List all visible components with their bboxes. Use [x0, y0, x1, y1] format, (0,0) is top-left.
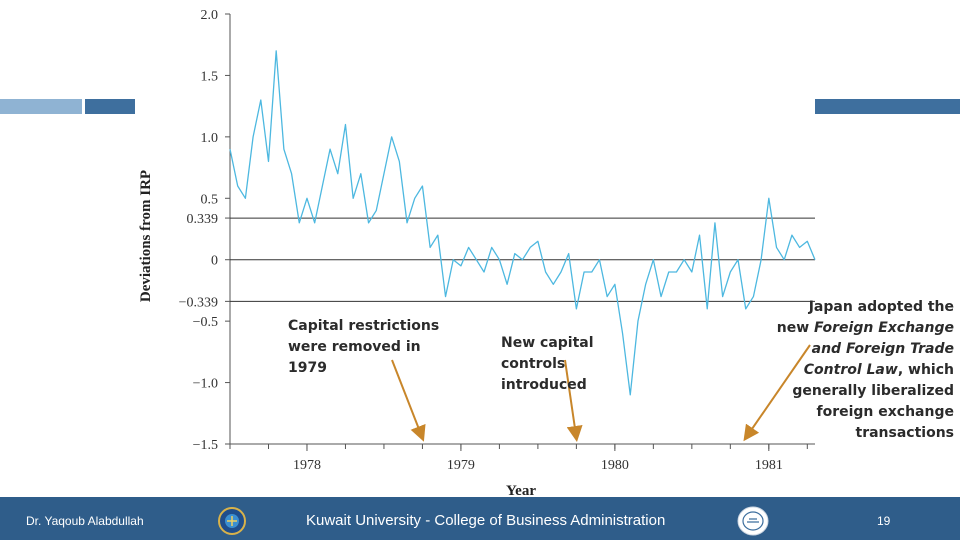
institution-name: Kuwait University - College of Business … [306, 512, 666, 529]
annotation-arrow [743, 344, 811, 442]
x-tick-label: 1979 [447, 458, 475, 473]
y-tick-label: −1.0 [193, 377, 218, 392]
annotation-line: were removed in [288, 339, 421, 355]
annotation-japan-law: Japan adopted the new Foreign Exchange a… [777, 297, 954, 444]
college-logo-icon [218, 507, 246, 535]
annotation-line: Capital restrictions [288, 318, 440, 334]
annotation-new-capital-controls: New capital controls introduced [501, 333, 594, 396]
x-axis: 1978 1979 1980 1981 [229, 443, 815, 473]
footer-bar: Dr. Yaqoub Alabdullah Kuwait University … [0, 497, 960, 540]
accent-bar-dark-left [85, 99, 135, 114]
y-tick-label: −0.5 [193, 315, 218, 330]
x-tick-label: 1980 [601, 458, 629, 473]
y-tick-label: −0.339 [179, 295, 218, 310]
annotation-emphasis: and Foreign Trade [811, 341, 954, 357]
annotation-arrow [564, 359, 583, 442]
author-name: Dr. Yaqoub Alabdullah [26, 514, 144, 528]
y-tick-label: 0.339 [187, 212, 219, 227]
annotation-line: Control Law, which [777, 360, 954, 381]
y-tick-label: 2.0 [201, 8, 219, 23]
x-tick-label: 1978 [293, 458, 321, 473]
annotation-line: generally liberalized [792, 383, 954, 399]
series-line [229, 50, 816, 396]
page-number: 19 [877, 514, 891, 528]
annotation-capital-restrictions: Capital restrictions were removed in 197… [288, 316, 439, 379]
y-axis: 2.0 1.5 1.0 0.5 0.339 0 −0.339 −0.5 −1.0 −1.5 [179, 8, 231, 453]
annotation-arrow [391, 359, 426, 442]
y-tick-label: 0 [211, 254, 218, 269]
annotation-arrows [391, 344, 811, 442]
annotation-line: foreign exchange [816, 404, 955, 420]
annotation-text: , which [897, 362, 954, 378]
x-tick-label: 1981 [755, 458, 783, 473]
annotation-line: new Foreign Exchange [777, 318, 954, 339]
university-seal-icon [737, 506, 769, 536]
annotation-line: transactions [855, 425, 955, 441]
series-group [229, 50, 816, 396]
annotation-emphasis: Foreign Exchange [814, 320, 954, 336]
accent-bar-dark-right [815, 99, 960, 114]
annotation-line: and Foreign Trade [777, 339, 954, 360]
annotation-line: 1979 [288, 360, 327, 376]
annotation-emphasis: Control Law [803, 362, 898, 378]
y-axis-label: Deviations from IRP [138, 170, 154, 302]
x-axis-label: Year [506, 483, 536, 497]
annotation-text: new [776, 320, 815, 336]
y-tick-label: 1.5 [201, 69, 219, 84]
annotation-line: New capital [501, 335, 594, 351]
y-tick-label: 0.5 [201, 192, 219, 207]
annotation-line: Japan adopted the [808, 299, 954, 315]
y-tick-label: 1.0 [201, 131, 219, 146]
annotation-line: introduced [501, 377, 587, 393]
irp-deviation-chart: 2.0 1.5 1.0 0.5 0.339 0 −0.339 −0.5 −1.0 −1.5 197… [138, 8, 816, 497]
annotation-line: controls [501, 356, 566, 372]
y-tick-label: −1.5 [193, 438, 218, 453]
accent-bar-light [0, 99, 82, 114]
